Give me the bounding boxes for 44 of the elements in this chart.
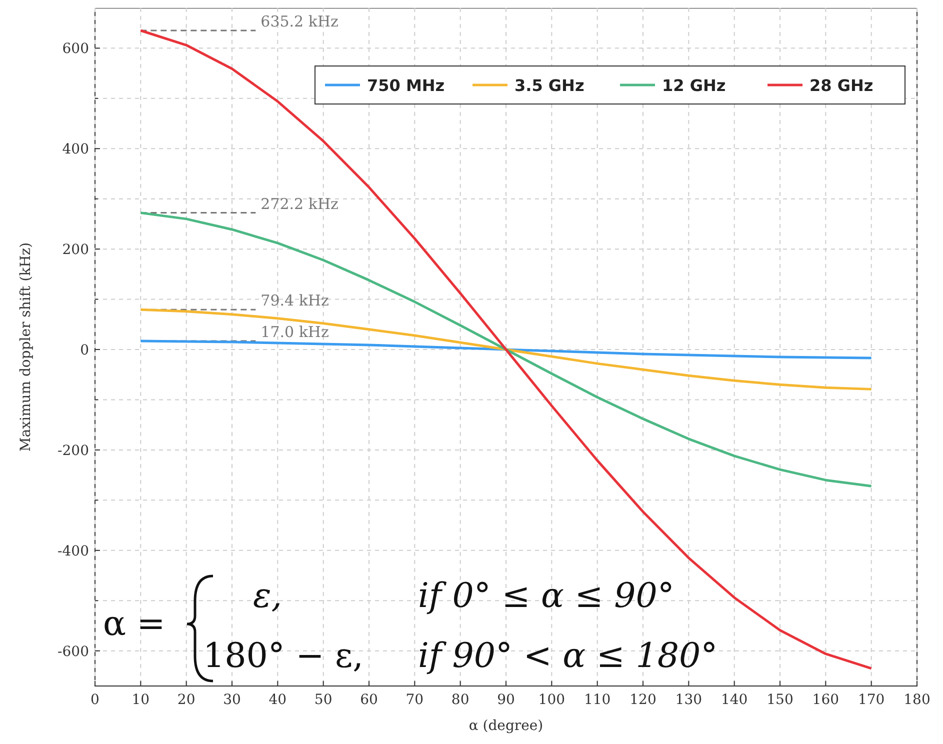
legend-label: 3.5 GHz xyxy=(514,76,584,95)
y-tick-label: -600 xyxy=(58,644,89,660)
annotation: if 0° ≤ α ≤ 90° xyxy=(418,576,674,616)
annotation: if 90° < α ≤ 180° xyxy=(418,636,718,676)
x-tick-label: 170 xyxy=(858,692,885,708)
annotation: α = xyxy=(103,604,166,644)
x-axis-title: α (degree) xyxy=(468,718,544,734)
data-label: 17.0 kHz xyxy=(260,322,330,341)
y-tick-label: -200 xyxy=(58,442,89,459)
y-tick-label: 400 xyxy=(62,142,89,158)
annotation: ε, xyxy=(253,576,282,616)
data-label: 79.4 kHz xyxy=(260,292,330,310)
x-tick-label: 130 xyxy=(675,692,702,708)
x-tick-label: 20 xyxy=(177,692,196,708)
y-tick-label: 0 xyxy=(80,342,89,359)
legend-label: 28 GHz xyxy=(810,76,874,95)
x-tick-label: 50 xyxy=(314,692,332,708)
x-tick-label: 60 xyxy=(360,692,378,708)
y-tick-label: 600 xyxy=(62,41,89,58)
x-tick-label: 40 xyxy=(268,692,287,708)
y-axis-title: Maximum doppler shift (kHz) xyxy=(18,242,34,452)
x-tick-label: 100 xyxy=(538,692,566,708)
line-series xyxy=(139,308,873,390)
x-tick-label: 10 xyxy=(132,692,150,708)
y-tick-label: -400 xyxy=(58,543,89,560)
legend-label: 12 GHz xyxy=(662,76,726,95)
y-tick-label: 200 xyxy=(62,242,89,258)
x-tick-label: 110 xyxy=(584,692,611,708)
annotation: 180° − ε, xyxy=(203,636,364,676)
line-series xyxy=(139,340,873,360)
x-tick-label: 70 xyxy=(406,692,424,708)
x-tick-label: 140 xyxy=(720,692,748,708)
x-tick-label: 160 xyxy=(812,692,840,708)
data-label: 635.2 kHz xyxy=(260,12,339,30)
line-series xyxy=(139,212,873,488)
x-tick-label: 90 xyxy=(497,692,515,708)
x-tick-label: 0 xyxy=(90,692,100,708)
data-label: 272.2 kHz xyxy=(260,194,339,213)
x-tick-label: 30 xyxy=(223,692,241,708)
x-tick-label: 180 xyxy=(904,692,930,708)
x-tick-label: 120 xyxy=(630,692,656,708)
legend-label: 750 MHz xyxy=(367,76,445,95)
x-tick-label: 80 xyxy=(451,692,470,708)
x-tick-label: 150 xyxy=(766,692,794,708)
